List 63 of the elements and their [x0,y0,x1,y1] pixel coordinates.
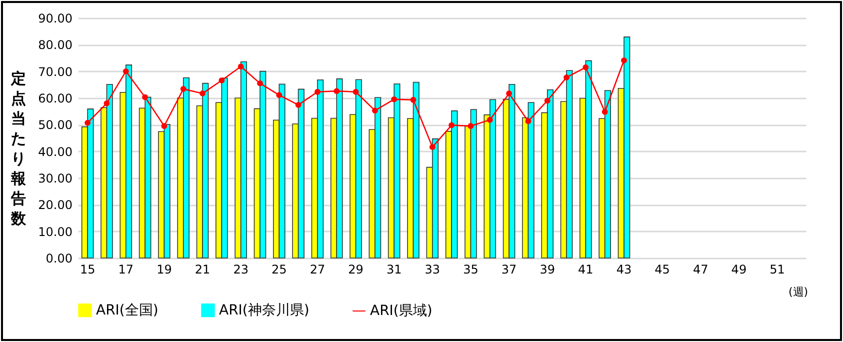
point [200,90,206,96]
x-tick-label: 23 [233,262,248,276]
point [621,57,627,64]
point [257,80,263,86]
point [142,94,148,100]
y-tick-label: 20.00 [38,198,72,212]
y-axis-title: 定点当たり報告数 [10,70,27,228]
y-tick-label: 50.00 [38,118,72,132]
point [564,74,570,80]
x-tick-label: 31 [386,262,402,276]
x-tick-label: 41 [578,262,594,276]
point [276,92,282,98]
x-tick-label: 43 [616,262,632,276]
point [391,96,398,102]
x-axis-title: (週) [788,286,808,298]
point [84,120,91,126]
point [314,88,320,95]
legend-label: ARI(県域) [370,303,432,319]
y-tick-label: 30.00 [38,172,72,186]
point [334,88,340,94]
x-tick-label: 47 [692,262,708,276]
point [506,90,512,96]
point [180,86,186,92]
point [602,108,608,115]
point [486,116,493,123]
y-tick-label: 60.00 [38,92,72,106]
point [429,144,436,150]
point [448,122,455,128]
point [468,123,474,129]
y-tick-label: 90.00 [38,12,72,26]
x-tick-label: 33 [424,262,440,276]
x-tick-label: 51 [770,262,785,276]
point [582,64,589,70]
point [218,77,225,84]
point [238,64,244,70]
point [104,100,110,106]
x-tick-label: 21 [194,262,210,276]
x-tick-label: 25 [272,262,287,276]
point [161,123,168,129]
point [122,68,129,74]
point [352,88,359,95]
y-tick-label: 70.00 [38,64,72,79]
point [525,118,532,124]
x-tick-label: 17 [118,262,134,276]
x-tick-label: 29 [348,262,364,276]
x-tick-label: 35 [463,262,478,276]
x-tick-label: 37 [501,262,517,276]
x-tick-label: 15 [80,262,96,276]
point [410,96,416,103]
x-tick-label: 45 [654,262,670,276]
legend-label: ARI(神奈川県) [219,302,310,318]
x-tick-label: 49 [731,262,747,276]
legend-label: ARI(全国) [96,302,158,318]
x-tick-label: 27 [310,262,326,276]
y-tick-label: 40.00 [38,144,72,159]
point [372,108,378,114]
y-tick-label: 0.00 [46,252,72,266]
x-tick-label: 39 [540,262,556,276]
y-tick-label: 80.00 [38,38,72,52]
point [295,102,302,108]
x-tick-label: 19 [156,262,172,276]
point [544,98,550,104]
y-tick-label: 10.00 [38,224,72,239]
